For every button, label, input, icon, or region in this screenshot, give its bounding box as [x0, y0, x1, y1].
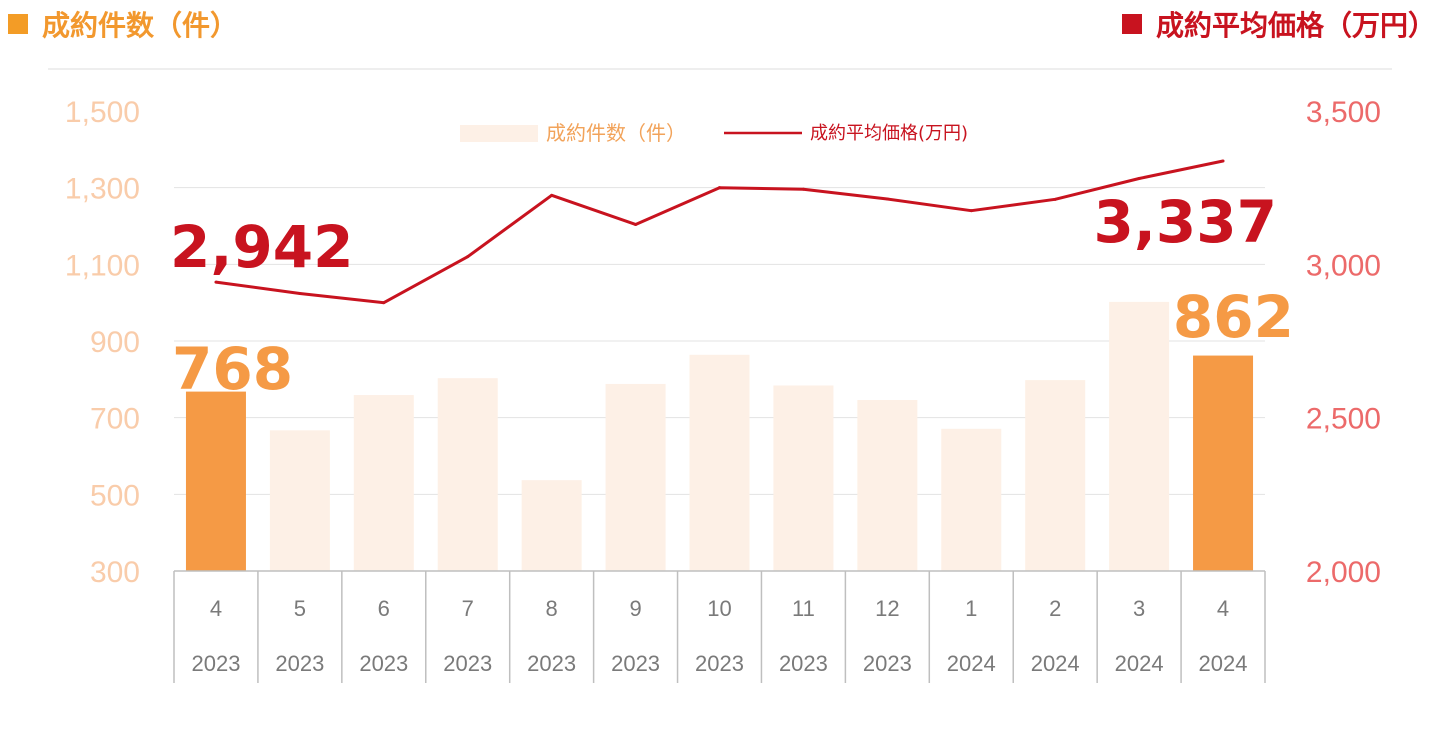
legend-line-label: 成約平均価格(万円) — [810, 123, 968, 144]
left-axis-tick-label: 900 — [90, 326, 140, 359]
x-tick-month: 7 — [462, 596, 474, 621]
chart-header-left: 成約件数（件） — [8, 4, 238, 44]
line-point — [718, 186, 721, 190]
bar — [437, 378, 498, 571]
bar — [269, 430, 330, 571]
chart-header-right: 成約平均価格（万円） — [1121, 4, 1436, 44]
right-axis-tick-label: 3,000 — [1306, 249, 1381, 282]
bar — [521, 480, 582, 571]
x-tick-year: 2024 — [1115, 651, 1164, 676]
bar-last-value-label: 862 — [1173, 283, 1294, 351]
line-point — [382, 301, 386, 305]
price-line — [215, 159, 1224, 305]
bar — [1193, 355, 1254, 571]
x-tick-year: 2023 — [275, 651, 324, 676]
line-point — [1221, 159, 1225, 163]
x-tick-month: 4 — [1217, 596, 1229, 621]
x-tick-year: 2024 — [1199, 651, 1248, 676]
x-tick-month: 10 — [707, 596, 731, 621]
x-tick-month: 4 — [210, 596, 222, 621]
line-series — [214, 159, 1225, 305]
line-point — [801, 187, 805, 191]
x-tick-month: 6 — [378, 596, 390, 621]
x-tick-month: 5 — [294, 596, 306, 621]
x-tick-year: 2023 — [863, 651, 912, 676]
bar — [941, 428, 1002, 571]
bar — [857, 400, 918, 571]
x-tick-year: 2023 — [443, 651, 492, 676]
legend: 成約件数（件） 成約平均価格(万円) — [460, 121, 968, 145]
line-point — [885, 197, 889, 201]
line-last-value-label: 3,337 — [1094, 188, 1277, 256]
right-axis-tick-label: 2,500 — [1306, 403, 1381, 436]
line-point — [298, 291, 302, 295]
x-tick-year: 2024 — [947, 651, 996, 676]
line-point — [1137, 176, 1141, 180]
x-tick-year: 2024 — [1031, 651, 1080, 676]
x-tick-year: 2023 — [695, 651, 744, 676]
x-tick-month: 11 — [792, 596, 815, 621]
red-square-icon — [1121, 14, 1142, 34]
x-tick-month: 3 — [1133, 596, 1145, 621]
x-tick-month: 8 — [546, 596, 558, 621]
x-tick-year: 2023 — [359, 651, 408, 676]
left-axis: 1,500 1,300 1,100 900 700 500 300 — [65, 96, 140, 589]
line-point — [550, 193, 554, 197]
bar — [185, 391, 246, 571]
line-point — [1053, 197, 1057, 201]
left-axis-tick-label: 500 — [90, 479, 140, 512]
right-axis-tick-label: 2,000 — [1306, 556, 1381, 589]
x-tick-year: 2023 — [191, 651, 240, 676]
bar — [1109, 301, 1170, 571]
x-tick-year: 2023 — [611, 651, 660, 676]
bar — [353, 395, 414, 571]
line-point — [466, 255, 470, 259]
line-point — [634, 222, 638, 226]
left-axis-tick-label: 1,500 — [65, 96, 140, 129]
x-tick-month: 12 — [875, 596, 899, 621]
x-tick-year: 2023 — [527, 651, 576, 676]
right-axis-tick-label: 3,500 — [1306, 96, 1381, 129]
bar — [1025, 380, 1086, 571]
right-axis: 3,500 3,000 2,500 2,000 — [1306, 96, 1381, 589]
x-tick-month: 2 — [1049, 596, 1061, 621]
x-tick-year: 2023 — [779, 651, 828, 676]
orange-square-icon — [8, 14, 28, 34]
bar — [605, 383, 666, 571]
line-point — [214, 280, 218, 284]
category-table: 4 2023 5 2023 6 2023 7 2023 8 2023 9 2023 10 2023 11 20… — [173, 570, 1266, 683]
left-axis-tick-label: 300 — [90, 556, 140, 589]
left-axis-tick-label: 1,100 — [65, 249, 140, 282]
bar-series — [185, 301, 1254, 571]
line-point — [969, 209, 973, 213]
legend-bar-label: 成約件数（件） — [546, 121, 686, 145]
bar — [773, 385, 834, 571]
left-axis-tick-label: 1,300 — [65, 173, 140, 206]
bar-first-value-label: 768 — [172, 335, 293, 403]
x-tick-month: 1 — [965, 596, 977, 621]
left-axis-title: 成約件数（件） — [42, 9, 239, 42]
right-axis-title: 成約平均価格（万円） — [1155, 9, 1436, 42]
bar — [689, 354, 750, 571]
left-axis-tick-label: 700 — [90, 403, 140, 436]
legend-bar-swatch — [460, 125, 538, 142]
line-first-value-label: 2,942 — [170, 213, 353, 281]
x-tick-month: 9 — [629, 596, 641, 621]
